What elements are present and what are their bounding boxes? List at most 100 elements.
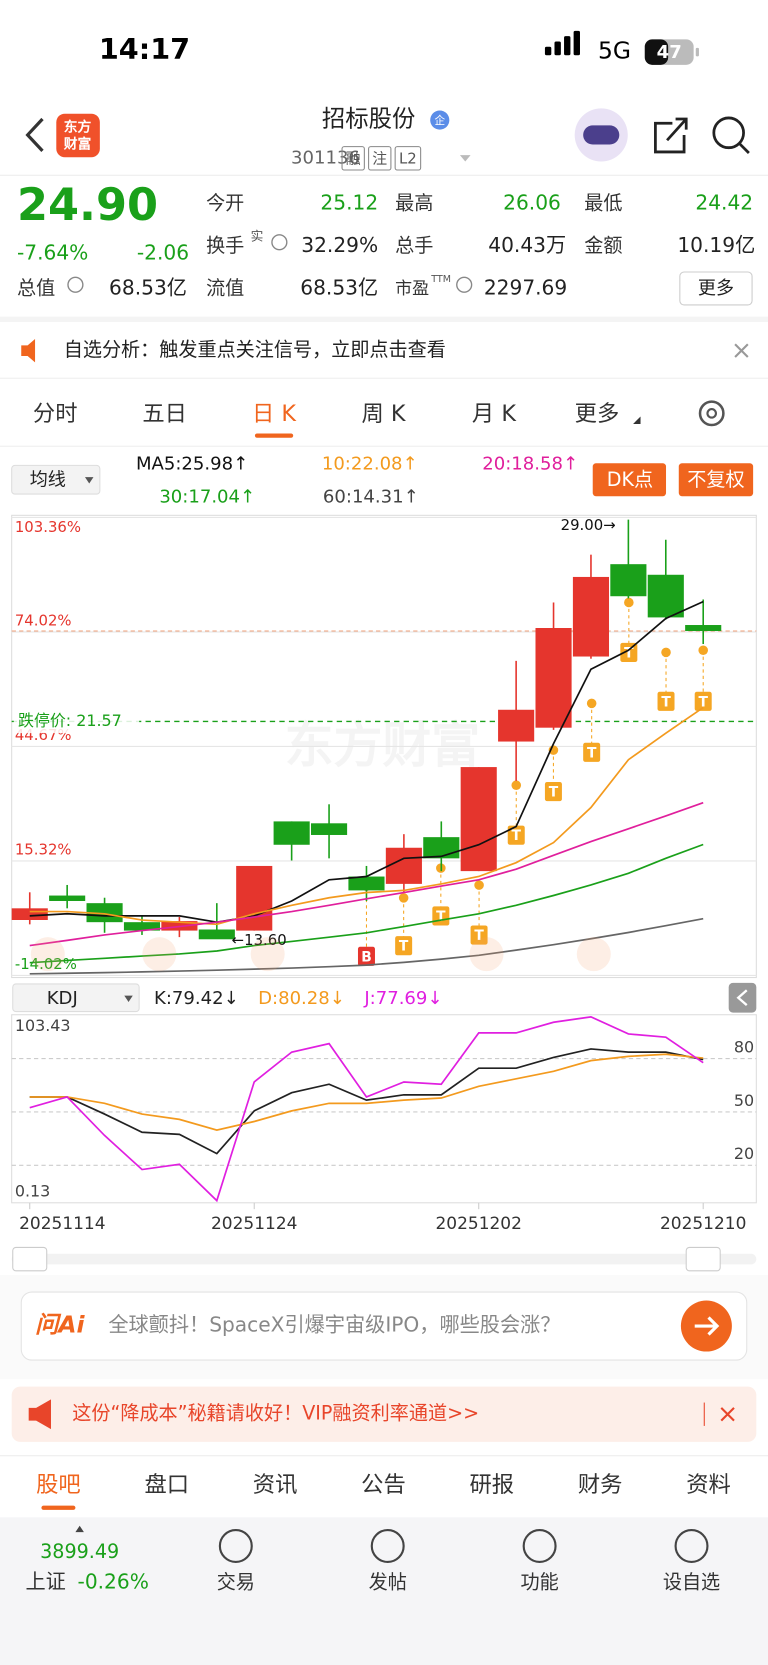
- ai-prompt[interactable]: 全球颤抖！SpaceX引爆宇宙级IPO，哪些股会涨？: [108, 1313, 560, 1337]
- nav-label[interactable]: 功能: [521, 1571, 559, 1594]
- ylim-label: 103.43: [15, 1016, 71, 1035]
- kdj-select[interactable]: [12, 983, 140, 1013]
- series-line: [29, 917, 704, 975]
- side-tab[interactable]: [728, 982, 757, 1013]
- signal-dot: [511, 780, 522, 790]
- candle-body: [49, 895, 86, 901]
- ma-legend: MA5:25.98↑: [136, 453, 248, 474]
- nav-label[interactable]: 设自选: [663, 1571, 720, 1594]
- chart-control[interactable]: [30, 937, 65, 972]
- nav-icon[interactable]: [522, 1528, 557, 1563]
- scroll-handle[interactable]: [685, 1246, 721, 1272]
- share-icon[interactable]: [654, 117, 688, 154]
- more-text[interactable]: 更多: [698, 278, 734, 299]
- nav-icon[interactable]: [674, 1528, 709, 1563]
- banner-text[interactable]: 这份“降成本”秘籍请收好！VIP融资利率通道>>: [72, 1402, 479, 1425]
- nav-label[interactable]: 交易: [217, 1571, 255, 1594]
- y-tick-label: 50: [734, 1091, 754, 1110]
- chart-button[interactable]: [592, 463, 667, 497]
- search-icon[interactable]: [712, 116, 745, 150]
- nav-label[interactable]: 发帖: [369, 1571, 407, 1594]
- series-line: [29, 1048, 704, 1155]
- index-value[interactable]: 3899.49: [40, 1540, 119, 1563]
- period-tab[interactable]: 日 K: [252, 401, 297, 427]
- series-line: [29, 1053, 704, 1131]
- content-tab[interactable]: 股吧: [36, 1472, 81, 1498]
- signal-badge: [583, 742, 601, 762]
- candle-body: [535, 628, 572, 728]
- signal-text: T: [661, 694, 671, 710]
- max-annotation: 29.00→: [561, 516, 616, 534]
- logo-text: 东方: [64, 119, 92, 136]
- candle-body: [198, 929, 235, 940]
- limit-down-label: 跌停价: 21.57: [18, 711, 122, 730]
- period-tab[interactable]: 更多: [575, 401, 620, 427]
- stat-sup: 实: [251, 229, 264, 244]
- chart-control[interactable]: [250, 937, 285, 972]
- x-tick-label: 20251210: [660, 1214, 746, 1234]
- banner-close: [720, 1407, 735, 1422]
- badge: [430, 110, 450, 130]
- tag-box: [394, 146, 422, 171]
- chart-control[interactable]: [469, 937, 504, 972]
- y2-tick-label: 15.32%: [15, 840, 72, 858]
- candle-body: [348, 876, 385, 891]
- settings-icon[interactable]: [698, 400, 725, 427]
- candle-body: [123, 922, 161, 931]
- stat-label: 金额: [584, 234, 622, 257]
- notice-text[interactable]: 自选分析：触发重点关注信号，立即点击查看: [64, 338, 446, 361]
- stat-sup: TTM: [430, 274, 451, 285]
- period-tab[interactable]: 分时: [33, 401, 78, 427]
- kdj-legend: K:79.42↓: [154, 988, 239, 1009]
- chart-control[interactable]: [576, 937, 611, 972]
- signal-dot: [398, 893, 409, 903]
- ylim-label: 0.13: [15, 1182, 50, 1201]
- content-tab[interactable]: 资讯: [253, 1472, 298, 1498]
- ai-bar[interactable]: [20, 1291, 748, 1361]
- min-annotation: ←13.60: [232, 931, 287, 949]
- tag-box: [341, 146, 365, 171]
- kdj-legend: D:80.28↓: [258, 988, 345, 1009]
- indicator-select[interactable]: [11, 464, 101, 495]
- content-tab[interactable]: 研报: [470, 1472, 515, 1498]
- period-tab[interactable]: 五日: [142, 401, 187, 427]
- clock: 14:17: [99, 32, 190, 66]
- index-name: 上证: [25, 1570, 65, 1594]
- bottom-nav: [0, 1517, 768, 1665]
- chart-control[interactable]: [142, 937, 177, 972]
- content-tab[interactable]: 公告: [361, 1472, 406, 1498]
- candle-body: [11, 908, 48, 921]
- signal-bar: [544, 46, 552, 56]
- battery-level: [644, 39, 669, 65]
- signal-bar: [554, 41, 561, 56]
- content-tab[interactable]: 财务: [578, 1472, 623, 1498]
- stat-label: 市盈: [395, 279, 429, 299]
- back-button[interactable]: [25, 117, 44, 152]
- period-tab[interactable]: 月 K: [472, 401, 517, 427]
- content-tab[interactable]: 资料: [686, 1472, 731, 1498]
- signal-text: T: [399, 939, 409, 955]
- kdj-name: KDJ: [47, 988, 78, 1009]
- badge-text: 企: [434, 114, 445, 127]
- scroll-handle[interactable]: [12, 1246, 48, 1272]
- nav-icon[interactable]: [370, 1528, 405, 1563]
- period-tab[interactable]: 周 K: [361, 401, 406, 427]
- banner[interactable]: [11, 1386, 757, 1442]
- indicator-name: 均线: [30, 469, 66, 490]
- button-text[interactable]: 不复权: [687, 468, 744, 491]
- chart-button[interactable]: [678, 463, 754, 497]
- signal-badge: [395, 936, 413, 956]
- more-button[interactable]: [679, 271, 753, 306]
- stat-value: 68.53亿: [300, 276, 378, 300]
- nav-icon[interactable]: [218, 1528, 253, 1563]
- dropdown-caret: [459, 155, 471, 162]
- stat-label: 今开: [206, 192, 244, 215]
- y2-tick-label: 74.02%: [15, 611, 72, 629]
- battery-tip: [695, 47, 699, 57]
- content-tab[interactable]: 盘口: [144, 1472, 189, 1498]
- avatar-face: [583, 125, 620, 145]
- candle-body: [685, 625, 722, 631]
- side-tab-arrow: [736, 989, 748, 1007]
- button-text[interactable]: DK点: [607, 468, 653, 491]
